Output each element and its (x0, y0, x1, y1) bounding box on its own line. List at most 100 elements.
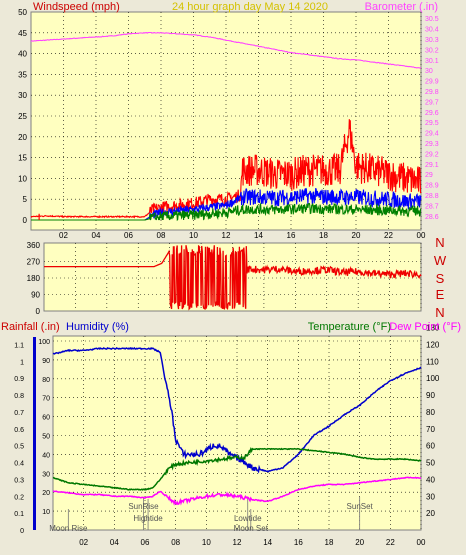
temperature-tick: 50 (426, 459, 435, 468)
temperature-tick: 40 (426, 475, 435, 484)
barometer-tick: 30 (425, 68, 433, 75)
rainfall-label: Rainfall (.in) (1, 321, 60, 333)
compass-s: S (436, 271, 445, 286)
temperature-tick: 120 (426, 340, 440, 349)
humidity-tick: 40 (42, 452, 50, 459)
bottom-grid (53, 336, 422, 530)
temperature-tick: 70 (426, 425, 435, 434)
event-label: Moon Set (234, 524, 269, 533)
top-time-tick: 22 (384, 231, 393, 240)
bottom-time-tick: 18 (325, 538, 334, 547)
rainfall-tick: 0.3 (14, 477, 24, 484)
bottom-time-tick: 06 (141, 538, 150, 547)
bottom-time-tick: 00 (417, 538, 426, 547)
temperature-tick: 20 (426, 509, 435, 518)
barometer-tick: 30.3 (425, 37, 439, 44)
rainfall-tick: 0.9 (14, 376, 24, 383)
barometer-tick: 29.5 (425, 120, 439, 127)
humidity-tick: 10 (42, 509, 50, 516)
windspeed-tick: 25 (18, 112, 27, 121)
bottom-series (52, 346, 422, 506)
top-time-tick: 02 (59, 231, 68, 240)
bottom-time-tick: 02 (79, 538, 88, 547)
compass-n: N (435, 305, 444, 320)
barometer-tick: 29 (425, 172, 433, 179)
windspeed-axis: 0 5 10 15 20 25 30 35 40 45 50 (18, 8, 27, 225)
top-time-axis: 02 04 06 08 10 12 14 16 18 20 22 00 (59, 231, 426, 240)
direction-tick: 270 (27, 258, 41, 267)
humidity-tick: 70 (42, 396, 50, 403)
rainfall-tick: 0.1 (14, 511, 24, 518)
barometer-tick: 28.7 (425, 203, 439, 210)
humidity-tick: 20 (42, 490, 50, 497)
barometer-tick: 28.6 (425, 214, 439, 221)
humidity-axis: 10 20 30 40 50 60 70 80 90 100 (38, 339, 50, 516)
top-series (30, 31, 422, 222)
top-time-tick: 04 (92, 231, 101, 240)
humidity-tick: 30 (42, 471, 50, 478)
bottom-time-axis: 02 04 06 08 10 12 14 16 18 20 22 00 (79, 538, 426, 547)
rainfall-axis-bar (33, 337, 36, 530)
humidity-tick: 100 (38, 339, 50, 346)
top-grid (31, 12, 422, 230)
humidity-label: Humidity (%) (66, 321, 129, 333)
windspeed-label: Windspeed (mph) (33, 1, 120, 13)
top-time-tick: 00 (417, 231, 426, 240)
event-label: SunRise (128, 502, 159, 511)
windspeed-tick: 15 (18, 154, 27, 163)
windspeed-tick: 30 (18, 91, 27, 100)
direction-axis: 0 90 180 270 360 (27, 241, 41, 316)
compass-e: E (436, 287, 445, 302)
barometer-label: Barometer (.in) (365, 1, 438, 13)
barometer-tick: 30.2 (425, 47, 439, 54)
barometer-tick: 29.9 (425, 79, 439, 86)
windspeed-tick: 35 (18, 70, 27, 79)
event-label: Hightide (133, 514, 163, 523)
windspeed-tick: 0 (23, 216, 28, 225)
top-time-tick: 10 (189, 231, 198, 240)
event-label: SunSet (347, 502, 374, 511)
bottom-time-tick: 20 (355, 538, 364, 547)
bottom-time-tick: 10 (202, 538, 211, 547)
event-label: Lowtide (234, 514, 262, 523)
direction-tick: 90 (31, 291, 40, 300)
barometer-line (30, 31, 422, 69)
barometer-tick: 29.4 (425, 131, 439, 138)
temperature-line (52, 447, 422, 491)
rainfall-tick: 0.7 (14, 410, 24, 417)
compass-w: W (434, 253, 447, 268)
temperature-tick: 80 (426, 408, 435, 417)
temperature-tick: 60 (426, 442, 435, 451)
direction-series (44, 244, 422, 311)
barometer-tick: 28.8 (425, 193, 439, 200)
top-time-tick: 18 (319, 231, 328, 240)
windspeed-tick: 50 (18, 8, 27, 17)
direction-line (44, 244, 422, 311)
barometer-tick: 29.1 (425, 162, 439, 169)
bottom-time-tick: 08 (171, 538, 180, 547)
humidity-tick: 80 (42, 377, 50, 384)
barometer-tick: 29.3 (425, 141, 439, 148)
barometer-axis: 28.6 28.7 28.8 28.9 29 29.1 29.2 29.3 29.4 29.5 29… (425, 16, 439, 221)
dewpoint-label: Dew Point (°F) (389, 321, 461, 333)
bottom-time-tick: 04 (110, 538, 119, 547)
rainfall-tick: 0.8 (14, 393, 24, 400)
top-time-tick: 12 (222, 231, 231, 240)
barometer-tick: 29.2 (425, 151, 439, 158)
rainfall-tick: 0.5 (14, 444, 24, 451)
top-time-tick: 20 (352, 231, 361, 240)
compass-n: N (435, 235, 444, 250)
top-time-tick: 08 (157, 231, 166, 240)
rainfall-axis: 0 0.1 0.2 0.3 0.4 0.5 0.6 0.7 0.8 0.9 1 1.1 (14, 342, 24, 535)
rainfall-tick: 0.2 (14, 494, 24, 501)
rainfall-tick: 0.4 (14, 461, 24, 468)
direction-tick: 0 (36, 307, 41, 316)
rainfall-tick: 1 (20, 359, 24, 366)
rainfall-tick: 0 (20, 528, 24, 535)
humidity-tick: 90 (42, 358, 50, 365)
temperature-tick: 100 (426, 374, 440, 383)
barometer-tick: 29.7 (425, 99, 439, 106)
